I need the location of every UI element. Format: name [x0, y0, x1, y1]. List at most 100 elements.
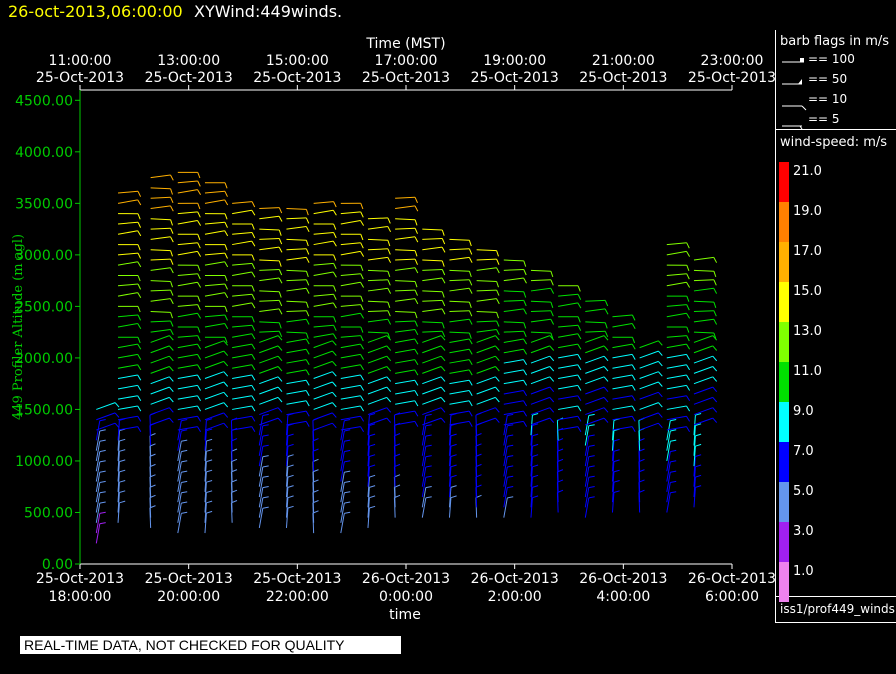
wind-barb	[340, 343, 361, 349]
wind-barb-flag	[712, 376, 718, 382]
speed-color-swatch	[779, 282, 789, 322]
wind-barb-flag	[658, 350, 663, 356]
wind-barb	[530, 318, 551, 323]
wind-barb-flag	[278, 291, 282, 298]
wind-barb	[177, 420, 182, 441]
wind-barb	[150, 227, 171, 230]
wind-barb	[177, 281, 198, 287]
wind-barb	[422, 321, 443, 324]
wind-barb-flag	[414, 410, 419, 417]
bottom-tick-time-label: 22:00:00	[266, 589, 329, 605]
wind-barb-flag	[262, 455, 269, 458]
wind-barb-flag	[695, 423, 702, 426]
wind-barb	[150, 218, 171, 221]
wind-barb	[422, 290, 443, 293]
wind-barb	[96, 402, 116, 410]
wind-barb-flag	[414, 205, 419, 212]
wind-barb-flag	[360, 242, 364, 249]
wind-barb	[286, 410, 307, 416]
wind-barb-flag	[441, 308, 446, 315]
wind-barb	[286, 390, 307, 395]
wind-barb-flag	[523, 322, 527, 329]
wind-barb-flag	[305, 288, 310, 294]
wind-barb-flag	[169, 407, 174, 413]
wind-barb	[340, 384, 361, 390]
wind-barb	[612, 353, 633, 359]
wind-barb	[558, 293, 579, 297]
wind-barb-flag	[577, 354, 582, 360]
wind-barb-flag	[387, 332, 391, 339]
wind-barb	[232, 333, 252, 338]
wind-barb-flag	[305, 257, 310, 263]
wind-barb-flag	[197, 385, 202, 391]
wind-barb-flag	[523, 331, 527, 337]
wind-barb-flag	[149, 484, 156, 488]
wind-barb-flag	[99, 429, 106, 432]
wind-barb-flag	[414, 258, 418, 265]
wind-barb	[476, 249, 497, 252]
wind-barb	[177, 364, 198, 369]
wind-barb	[422, 335, 442, 343]
wind-barb	[117, 471, 120, 492]
wind-barb-flag	[631, 385, 636, 391]
wind-barb-flag	[557, 479, 564, 483]
wind-barb	[639, 391, 659, 400]
wind-barb-flag	[387, 226, 392, 233]
wind-barb-flag	[224, 244, 228, 251]
wind-barb	[312, 420, 315, 441]
wind-barb	[449, 279, 470, 282]
wind-barb-flag	[287, 474, 294, 478]
wind-barb-flag	[414, 369, 419, 376]
wind-barb-flag	[475, 463, 482, 468]
wind-barb-flag	[278, 300, 283, 307]
wind-barb-flag	[332, 371, 337, 377]
wind-barb-flag	[386, 386, 392, 393]
wind-barb-flag	[137, 416, 142, 422]
wind-barb	[530, 466, 533, 487]
wind-barb-flag	[425, 424, 432, 427]
wind-barb	[286, 226, 307, 230]
wind-barb	[693, 386, 713, 395]
wind-barb-flag	[496, 267, 500, 274]
wind-barb-flag	[262, 444, 269, 447]
wind-barb	[286, 331, 307, 334]
wind-barb-flag	[450, 454, 457, 457]
wind-barb-flag	[495, 335, 500, 341]
wind-barb-flag	[223, 350, 229, 356]
wind-barb	[259, 277, 280, 282]
wind-barb-flag	[468, 369, 473, 376]
wind-barb	[204, 261, 225, 266]
wind-barb-flag	[588, 486, 595, 489]
speed-level-label: 9.0	[793, 404, 814, 419]
wind-barb	[612, 323, 633, 328]
bottom-tick-date-label: 26-Oct-2013	[362, 571, 450, 587]
wind-barb-flag	[712, 386, 718, 393]
wind-barb	[286, 400, 307, 405]
wind-barb-flag	[360, 282, 365, 288]
wind-barb-flag	[532, 454, 539, 457]
wind-barb-flag	[414, 197, 418, 203]
wind-profile-chart: Time (MST)11:00:0025-Oct-201313:00:0025-…	[11, 36, 775, 623]
wind-barb	[558, 384, 578, 390]
wind-barb-flag	[713, 301, 717, 308]
wind-barb-flag	[197, 405, 202, 412]
wind-barb-flag	[496, 312, 499, 319]
wind-barb	[286, 310, 307, 313]
wind-barb	[232, 384, 252, 390]
wind-barb-flag	[305, 240, 309, 247]
wind-barb	[449, 420, 470, 426]
wind-barb-flag	[181, 501, 188, 504]
wind-barb	[340, 364, 361, 369]
wind-barb	[177, 189, 198, 194]
wind-barb-flag	[670, 480, 677, 483]
wind-barb	[286, 348, 307, 354]
wind-barb-flag	[333, 223, 337, 230]
wind-barb	[585, 407, 605, 416]
wind-barb-flag	[686, 395, 691, 402]
top-tick-time-label: 13:00:00	[157, 53, 220, 69]
wind-barb-flag	[278, 277, 283, 284]
wind-barb	[666, 273, 687, 276]
barb-legend-label: == 10	[808, 92, 848, 106]
wind-barb-flag	[557, 458, 564, 463]
wind-barb-flag	[169, 355, 174, 362]
